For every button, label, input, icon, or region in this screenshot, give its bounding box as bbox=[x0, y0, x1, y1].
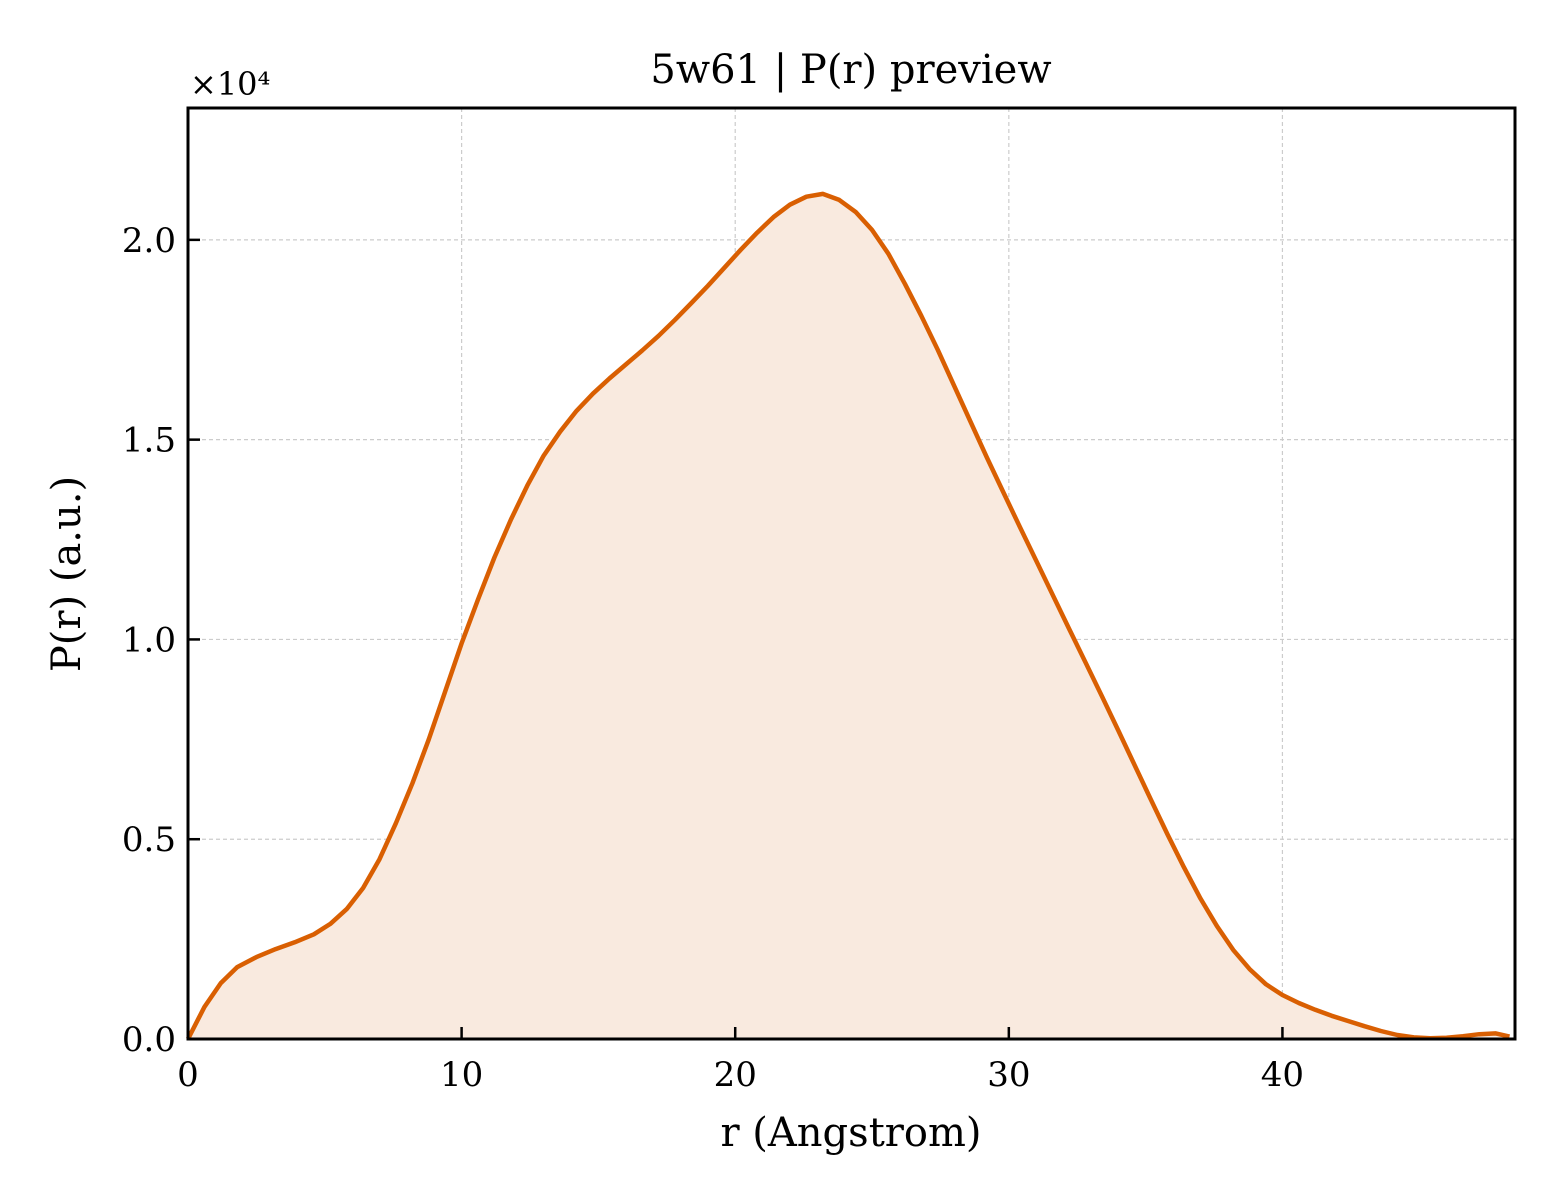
x-tick-label: 40 bbox=[1261, 1055, 1304, 1095]
y-axis-label: P(r) (a.u.) bbox=[44, 476, 90, 672]
y-tick-label: 1.5 bbox=[122, 421, 176, 461]
y-multiplier-label: ×10⁴ bbox=[190, 65, 270, 103]
pr-curve-line bbox=[185, 191, 1511, 1041]
y-tick-label: 2.0 bbox=[122, 221, 176, 261]
x-tick-label: 20 bbox=[714, 1055, 757, 1095]
chart-title: 5w61 | P(r) preview bbox=[650, 47, 1051, 93]
x-tick-label: 10 bbox=[440, 1055, 483, 1095]
x-axis-label: r (Angstrom) bbox=[720, 1110, 981, 1156]
x-tick-label: 0 bbox=[177, 1055, 199, 1095]
y-tick-label: 0.5 bbox=[122, 820, 176, 860]
axis-ticks: 0 10 20 30 40 0.0 0.5 1.0 1.5 2.0 bbox=[122, 221, 1304, 1095]
x-tick-label: 30 bbox=[987, 1055, 1030, 1095]
y-tick-label: 1.0 bbox=[122, 620, 176, 660]
plot-frame bbox=[186, 106, 1517, 1041]
y-tick-label: 0.0 bbox=[122, 1020, 176, 1060]
pr-area-fill bbox=[188, 193, 1510, 1039]
